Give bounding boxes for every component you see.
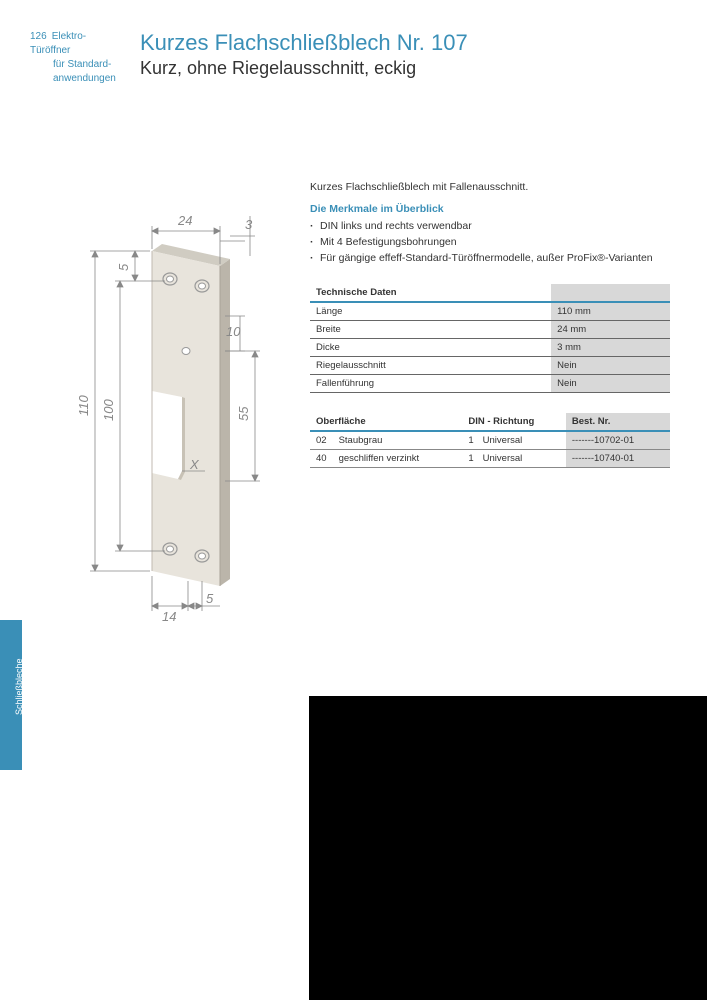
surf-header-din: DIN - Richtung — [462, 413, 566, 431]
side-tab: Schließbleche — [0, 620, 22, 770]
dim-height-100: 100 — [101, 399, 116, 421]
content-row: 24 3 110 100 5 10 55 X 14 5 Kurzes Flach… — [0, 181, 707, 646]
page-ref-line3: anwendungen — [53, 73, 116, 84]
dim-14: 14 — [162, 609, 176, 624]
page-reference: 126Elektro-Türöffner für Standard- anwen… — [30, 30, 125, 86]
dim-height-110: 110 — [76, 395, 91, 416]
side-tab-label: Schließbleche — [14, 658, 24, 715]
technical-diagram: 24 3 110 100 5 10 55 X 14 5 — [30, 181, 290, 646]
table-row: 40 geschliffen verzinkt 1 Universal ----… — [310, 450, 670, 468]
feature-item: DIN links und rechts verwendbar — [310, 219, 687, 235]
features-list: DIN links und rechts verwendbar Mit 4 Be… — [310, 219, 687, 266]
dim-5b: 5 — [206, 591, 214, 606]
table-row: Breite24 mm — [310, 321, 670, 339]
intro-text: Kurzes Flachschließblech mit Fallenaussc… — [310, 181, 687, 193]
feature-item: Für gängige effeff-Standard-Türöffnermod… — [310, 251, 687, 267]
dim-10: 10 — [226, 324, 241, 339]
dim-55: 55 — [236, 406, 251, 421]
features-title: Die Merkmale im Überblick — [310, 203, 687, 215]
redacted-region — [309, 696, 707, 1000]
feature-item: Mit 4 Befestigungsbohrungen — [310, 235, 687, 251]
table-row: FallenführungNein — [310, 375, 670, 393]
header: 126Elektro-Türöffner für Standard- anwen… — [0, 0, 707, 86]
page-ref-line2: für Standard- — [53, 59, 111, 70]
table-row: Länge110 mm — [310, 302, 670, 321]
surface-table: Oberfläche DIN - Richtung Best. Nr. 02 S… — [310, 413, 670, 468]
surf-header-surface: Oberfläche — [310, 413, 462, 431]
dim-x: X — [189, 457, 200, 472]
dim-width-top: 24 — [177, 213, 192, 228]
dim-thickness: 3 — [245, 217, 253, 232]
tech-data-table: Technische Daten Länge110 mm Breite24 mm… — [310, 284, 670, 393]
table-row: RiegelausschnittNein — [310, 357, 670, 375]
tech-table-header: Technische Daten — [310, 284, 551, 302]
table-row: 02 Staubgrau 1 Universal -------10702-01 — [310, 431, 670, 450]
details-column: Kurzes Flachschließblech mit Fallenaussc… — [310, 181, 687, 646]
tech-table-header-blank — [551, 284, 670, 302]
table-row: Dicke3 mm — [310, 339, 670, 357]
surf-header-order: Best. Nr. — [566, 413, 670, 431]
page-number: 126 — [30, 30, 47, 44]
title-block: Kurzes Flachschließblech Nr. 107 Kurz, o… — [140, 30, 687, 86]
page-subtitle: Kurz, ohne Riegelausschnitt, eckig — [140, 58, 687, 79]
dim-5: 5 — [116, 263, 131, 271]
page-title: Kurzes Flachschließblech Nr. 107 — [140, 30, 687, 56]
